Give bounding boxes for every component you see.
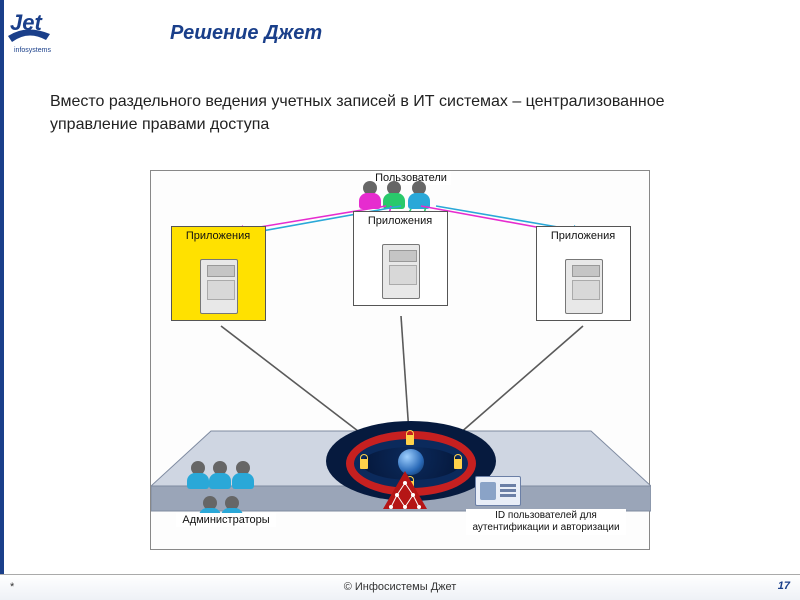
server-icon — [382, 244, 420, 299]
footer: * © Инфосистемы Джет 17 — [0, 574, 800, 600]
jet-logo: Jet infosystems — [6, 6, 70, 56]
footer-copyright: © Инфосистемы Джет — [344, 581, 457, 593]
idnote-label: ID пользователей для аутентификации и ав… — [466, 509, 626, 535]
admin-icon — [230, 461, 256, 491]
footer-asterisk: * — [10, 581, 14, 593]
side-stripe — [0, 0, 4, 600]
svg-text:infosystems: infosystems — [14, 47, 51, 54]
app-box-2: Приложения — [353, 211, 448, 306]
triangle-icon — [383, 471, 427, 509]
lock-icon — [454, 459, 462, 469]
diagram-frame: Пользователи Приложения При — [150, 170, 650, 550]
page-number: 17 — [778, 580, 790, 592]
idcard-icon — [475, 476, 521, 506]
slide-subtitle: Вместо раздельного ведения учетных запис… — [50, 90, 750, 136]
app-box-3: Приложения — [536, 226, 631, 321]
lock-icon — [406, 435, 414, 445]
admins-label: Администраторы — [176, 513, 276, 527]
app-label: Приложения — [178, 229, 258, 243]
slide-title: Решение Джет — [170, 22, 322, 45]
app-label: Приложения — [543, 229, 623, 243]
user-icon — [357, 181, 383, 211]
lock-icon — [360, 459, 368, 469]
user-icon — [406, 181, 432, 211]
user-icon — [381, 181, 407, 211]
server-icon — [200, 259, 238, 314]
server-icon — [565, 259, 603, 314]
app-box-1: Приложения — [171, 226, 266, 321]
app-label: Приложения — [360, 214, 440, 228]
